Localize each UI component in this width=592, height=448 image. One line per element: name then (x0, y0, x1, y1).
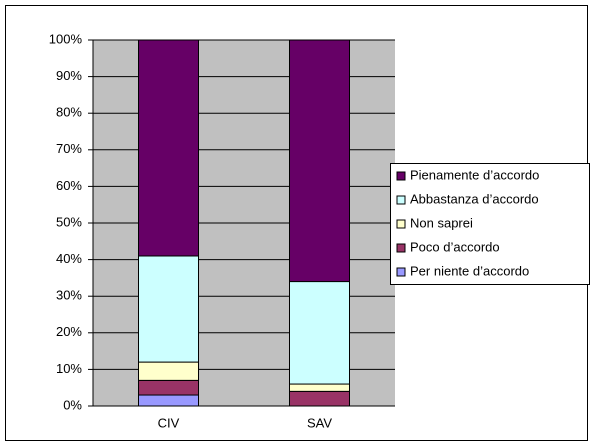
bar-segment (138, 255, 199, 363)
y-tick-label: 100% (49, 31, 83, 46)
y-tick-label: 20% (56, 324, 82, 339)
x-tick-label: SAV (307, 415, 332, 430)
legend-label: Per niente d’accordo (410, 263, 529, 278)
y-tick-label: 10% (56, 361, 82, 376)
legend-swatch (396, 219, 406, 229)
y-tick-label: 50% (56, 214, 82, 229)
y-tick-label: 70% (56, 141, 82, 156)
legend-swatch (396, 171, 406, 181)
x-tick-label: CIV (158, 415, 180, 430)
y-tick-label: 80% (56, 105, 82, 120)
legend-label: Abbastanza d’accordo (410, 191, 539, 206)
bar-segment (138, 39, 199, 257)
legend-box (390, 163, 590, 285)
legend-label: Pienamente d’accordo (410, 167, 539, 182)
legend-swatch (396, 195, 406, 205)
bar-segment (138, 394, 199, 407)
legend-swatch (396, 243, 406, 253)
bar-segment (289, 281, 350, 385)
bar-segment (289, 390, 350, 407)
y-tick-label: 30% (56, 288, 82, 303)
legend-swatch (396, 267, 406, 277)
legend-label: Poco d’accordo (410, 239, 500, 254)
y-tick-label: 90% (56, 68, 82, 83)
y-tick-label: 0% (63, 397, 82, 412)
bar-segment (138, 379, 199, 396)
bar-segment (138, 361, 199, 381)
bar-segment (289, 39, 350, 283)
y-tick-label: 40% (56, 251, 82, 266)
bar-segment (289, 383, 350, 392)
y-tick-label: 60% (56, 178, 82, 193)
legend-label: Non saprei (410, 215, 473, 230)
